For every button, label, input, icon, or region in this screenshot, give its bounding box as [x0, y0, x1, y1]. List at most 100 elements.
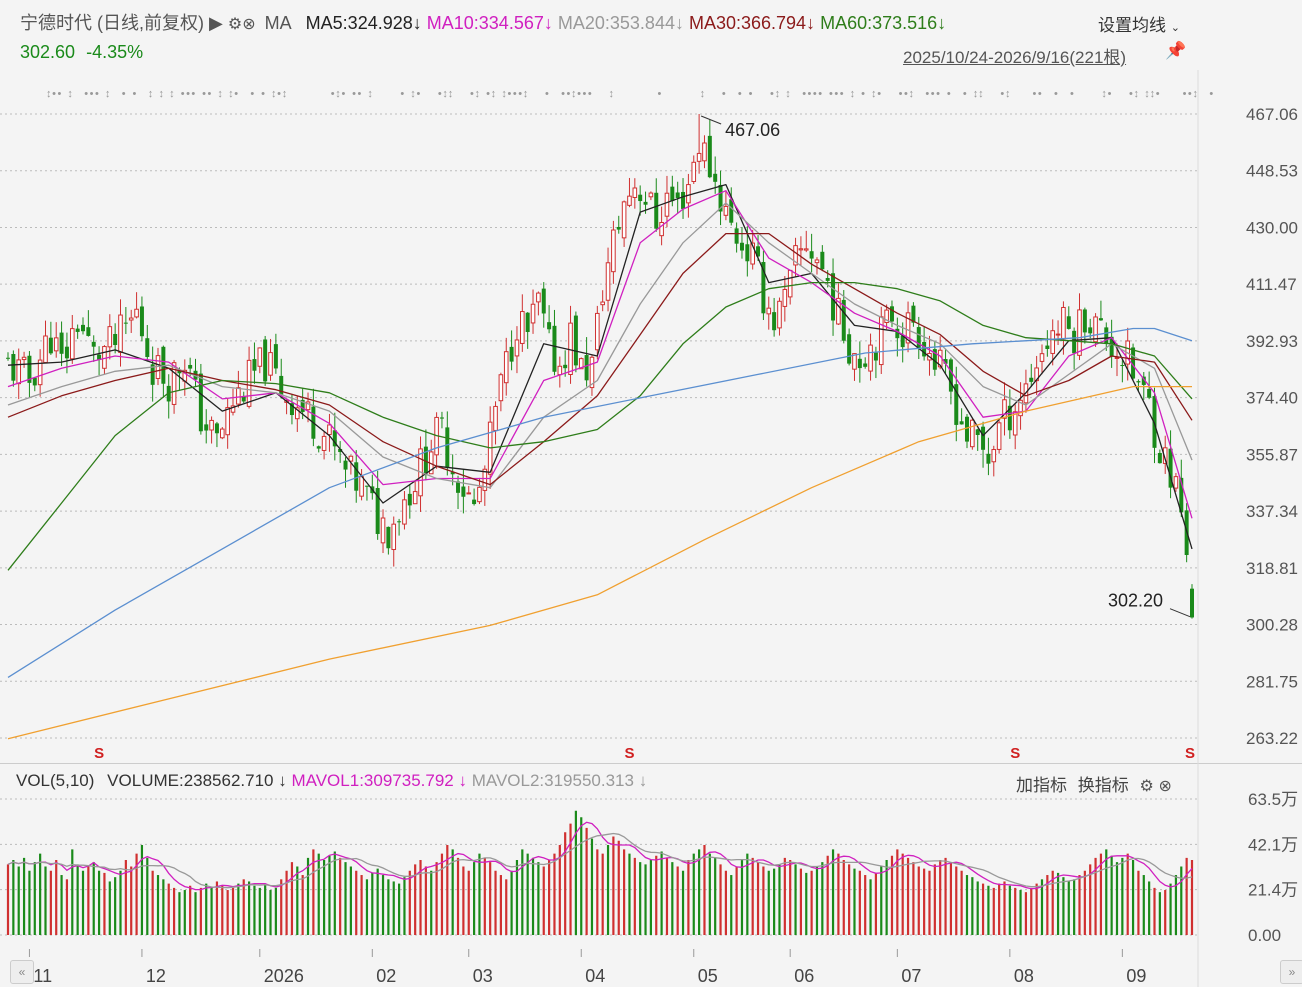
event-dot[interactable]: ↕	[410, 88, 416, 100]
event-dot[interactable]: •	[508, 88, 512, 100]
event-dot[interactable]: •	[818, 88, 822, 100]
event-dot[interactable]: •	[181, 88, 185, 100]
event-dot[interactable]: •	[1183, 88, 1187, 100]
switch-indicator-button[interactable]: 换指标	[1077, 776, 1129, 795]
scroll-left-button[interactable]: «	[10, 960, 34, 984]
event-dot[interactable]: ↕	[850, 88, 856, 100]
event-dot[interactable]: •	[1033, 88, 1037, 100]
event-dot[interactable]: •	[470, 88, 474, 100]
event-dot[interactable]: •	[861, 88, 865, 100]
event-dot[interactable]: •	[250, 88, 254, 100]
event-dot[interactable]: •	[84, 88, 88, 100]
event-dot[interactable]: ↕	[523, 88, 529, 100]
sell-signal-marker[interactable]: S	[94, 745, 104, 762]
event-dot[interactable]: •	[1188, 88, 1192, 100]
event-dot[interactable]: •	[261, 88, 265, 100]
event-dot[interactable]: •	[1108, 88, 1112, 100]
event-dot[interactable]: ↕	[271, 88, 277, 100]
close-icon[interactable]: ⊗	[242, 16, 256, 33]
event-dot[interactable]: ↕	[491, 88, 497, 100]
event-dot[interactable]: •	[358, 88, 362, 100]
event-dot[interactable]: •	[722, 88, 726, 100]
event-dot[interactable]: •	[963, 88, 967, 100]
add-indicator-button[interactable]: 加指标	[1016, 776, 1067, 795]
event-dot[interactable]: •	[588, 88, 592, 100]
event-dot[interactable]: ↕	[1005, 88, 1011, 100]
event-dot[interactable]: •	[52, 88, 56, 100]
event-dot[interactable]: •	[899, 88, 903, 100]
event-dot[interactable]: •	[583, 88, 587, 100]
price-chart[interactable]: ↕ • • ↕ • • • ↕ • • ↕ ↕ ↕ • • • • • ↕ ↕ • • • ↕ • ↕ • ↕ • • • ↕ • ↕ • • ↕ ↕ • ↕…	[0, 0, 1302, 763]
gear-icon[interactable]: ⚙	[227, 16, 243, 33]
event-dot[interactable]: ↕	[158, 88, 164, 100]
event-dot[interactable]: •	[813, 88, 817, 100]
event-dot[interactable]: •	[1070, 88, 1074, 100]
event-dot[interactable]: •	[486, 88, 490, 100]
event-dot[interactable]: •	[208, 88, 212, 100]
event-dot[interactable]: •	[1000, 88, 1004, 100]
event-dot[interactable]: ↕	[169, 88, 175, 100]
event-dot[interactable]: •	[802, 88, 806, 100]
event-dot[interactable]: ↕	[973, 88, 979, 100]
event-dot[interactable]: •	[925, 88, 929, 100]
gear-icon[interactable]: ⚙	[1139, 778, 1154, 795]
event-dot[interactable]: •	[438, 88, 442, 100]
event-dot[interactable]: ↕	[148, 88, 154, 100]
event-dot[interactable]: ↕	[448, 88, 454, 100]
event-dot[interactable]: •	[277, 88, 281, 100]
sell-signal-marker[interactable]: S	[624, 745, 634, 762]
event-dot[interactable]: ↕	[217, 88, 223, 100]
event-dot[interactable]: •	[202, 88, 206, 100]
sell-signal-marker[interactable]: S	[1185, 745, 1195, 762]
event-dot[interactable]: ↕	[282, 88, 288, 100]
event-dot[interactable]: ↕	[67, 88, 73, 100]
event-dot[interactable]: •	[904, 88, 908, 100]
event-dot[interactable]: •	[658, 88, 662, 100]
event-dot[interactable]: ↕	[442, 88, 448, 100]
event-dot[interactable]: •	[749, 88, 753, 100]
event-dot[interactable]: ↕	[335, 88, 341, 100]
event-dot[interactable]: ↕	[608, 88, 614, 100]
event-dot[interactable]: •	[191, 88, 195, 100]
event-dot[interactable]: ↕	[367, 88, 373, 100]
event-dot[interactable]: ↕	[700, 88, 706, 100]
event-dot[interactable]: •	[840, 88, 844, 100]
event-dot[interactable]: ↕	[1134, 88, 1140, 100]
event-dot[interactable]: •	[577, 88, 581, 100]
event-dot[interactable]: •	[545, 88, 549, 100]
event-dot[interactable]: •	[936, 88, 940, 100]
event-dot[interactable]: •	[352, 88, 356, 100]
symbol-label[interactable]: 宁德时代 (日线,前复权)	[20, 13, 204, 33]
event-dot[interactable]: •	[877, 88, 881, 100]
event-dot[interactable]: ↕	[785, 88, 791, 100]
event-dot[interactable]: ↕	[46, 88, 52, 100]
event-dot[interactable]: ↕	[571, 88, 577, 100]
event-dot[interactable]: •	[90, 88, 94, 100]
vol-label[interactable]: VOL(5,10)	[16, 771, 95, 790]
event-dot[interactable]: ↕	[978, 88, 984, 100]
ma-settings-button[interactable]: 设置均线 ⌄	[1098, 11, 1180, 36]
event-dot[interactable]: ↕	[1150, 88, 1156, 100]
event-dot[interactable]: •	[931, 88, 935, 100]
event-dot[interactable]: •	[416, 88, 420, 100]
event-dot[interactable]: ↕	[1192, 88, 1198, 100]
event-dot[interactable]: •	[1129, 88, 1133, 100]
event-dot[interactable]: •	[561, 88, 565, 100]
event-dot[interactable]: ↕	[501, 88, 507, 100]
event-dot[interactable]: •	[331, 88, 335, 100]
event-dot[interactable]: •	[400, 88, 404, 100]
event-dot[interactable]: •	[829, 88, 833, 100]
event-dot[interactable]: •	[58, 88, 62, 100]
event-dot[interactable]: ↕	[105, 88, 111, 100]
scroll-right-button[interactable]: »	[1280, 960, 1302, 984]
event-dot[interactable]: •	[234, 88, 238, 100]
event-dot[interactable]: ↕	[228, 88, 234, 100]
event-dot[interactable]: •	[341, 88, 345, 100]
event-dot[interactable]: •	[808, 88, 812, 100]
event-dot[interactable]: ↕	[1144, 88, 1150, 100]
event-dot[interactable]: •	[513, 88, 517, 100]
event-dot[interactable]: ↕	[775, 88, 781, 100]
date-range-label[interactable]: 2025/10/24-2026/9/16(221根)	[903, 48, 1127, 67]
event-dot[interactable]: •	[834, 88, 838, 100]
event-dot[interactable]: •	[1156, 88, 1160, 100]
